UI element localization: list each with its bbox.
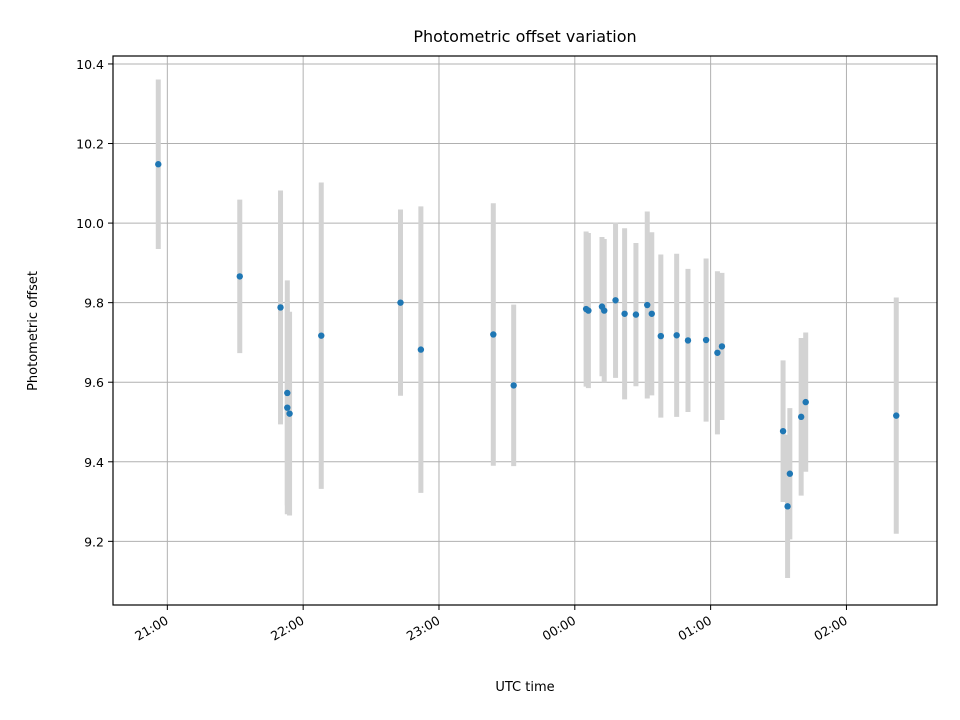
data-points [155,161,900,510]
data-point [714,349,721,356]
y-tick-label: 9.8 [84,296,104,311]
data-point [684,337,692,344]
data-point [585,307,592,314]
data-point [601,307,608,314]
y-tick-label: 9.4 [84,455,104,470]
data-point [612,297,619,304]
data-point [621,310,628,317]
data-point [784,503,791,510]
y-tick-label: 10.4 [76,57,104,72]
data-point [284,389,291,397]
data-point [510,382,517,389]
data-point [893,412,900,419]
y-axis-label: Photometric offset [26,271,41,391]
data-point [779,427,787,435]
data-point [155,161,162,168]
data-point [417,346,425,353]
data-point [284,404,291,411]
y-tick-label: 9.6 [84,375,104,390]
data-point [786,470,794,477]
data-point [286,410,293,417]
data-point [277,304,284,311]
data-point [657,332,665,340]
y-tick-label: 10.2 [76,137,104,152]
data-point [718,343,726,350]
grid [113,56,937,605]
x-axis-label: UTC time [495,680,554,695]
data-point [632,311,640,318]
data-point [236,273,243,280]
chart-title: Photometric offset variation [413,27,636,46]
data-point [397,299,404,306]
data-point [797,413,805,421]
y-tick-label: 9.2 [84,534,104,549]
data-point [644,301,651,309]
data-point [648,310,655,317]
data-point [318,332,325,339]
data-point [490,331,497,338]
y-axis-ticks: 9.2 9.4 9.6 9.8 10.0 10.2 10.4 [76,57,113,549]
y-tick-label: 10.0 [76,216,104,231]
data-point [673,332,680,339]
plot-frame [112,55,938,606]
data-point [702,336,710,344]
data-point [802,398,809,406]
